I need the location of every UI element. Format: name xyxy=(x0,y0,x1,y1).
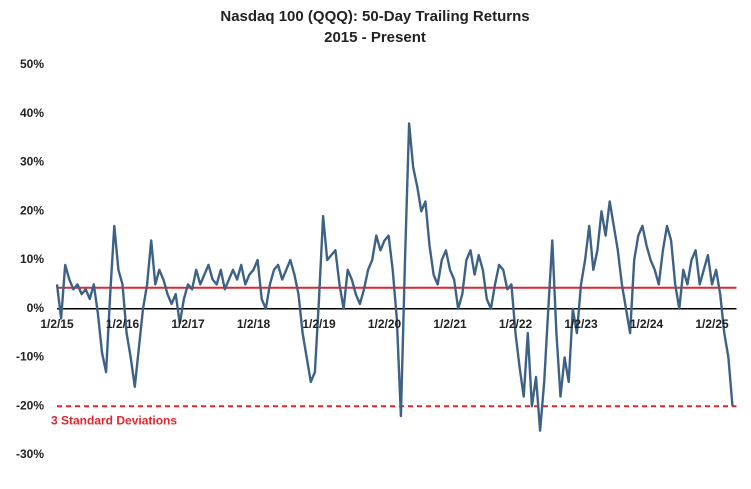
y-tick-label: 20% xyxy=(20,203,44,217)
x-tick-label: 1/2/22 xyxy=(499,317,533,331)
y-tick-label: 0% xyxy=(27,301,45,315)
x-tick-label: 1/2/15 xyxy=(40,317,74,331)
chart-subtitle: 2015 - Present xyxy=(324,29,426,46)
y-tick-label: -20% xyxy=(16,398,44,412)
series-line xyxy=(55,122,734,432)
y-tick-label: -10% xyxy=(16,350,44,364)
x-tick-label: 1/2/23 xyxy=(564,317,598,331)
x-tick-label: 1/2/19 xyxy=(302,317,336,331)
x-tick-label: 1/2/21 xyxy=(433,317,467,331)
reference-label: 3 Standard Deviations xyxy=(51,413,177,427)
x-tick-label: 1/2/20 xyxy=(368,317,402,331)
x-tick-label: 1/2/17 xyxy=(171,317,205,331)
x-tick-label: 1/2/16 xyxy=(106,317,140,331)
y-tick-label: 30% xyxy=(20,155,44,169)
y-tick-label: -30% xyxy=(16,447,44,461)
x-tick-label: 1/2/25 xyxy=(695,317,729,331)
y-tick-label: 40% xyxy=(20,106,44,120)
x-tick-label: 1/2/18 xyxy=(237,317,271,331)
y-tick-label: 50% xyxy=(20,57,44,71)
x-tick-label: 1/2/24 xyxy=(630,317,664,331)
chart-title: Nasdaq 100 (QQQ): 50-Day Trailing Return… xyxy=(220,8,529,25)
y-tick-label: 10% xyxy=(20,252,44,266)
